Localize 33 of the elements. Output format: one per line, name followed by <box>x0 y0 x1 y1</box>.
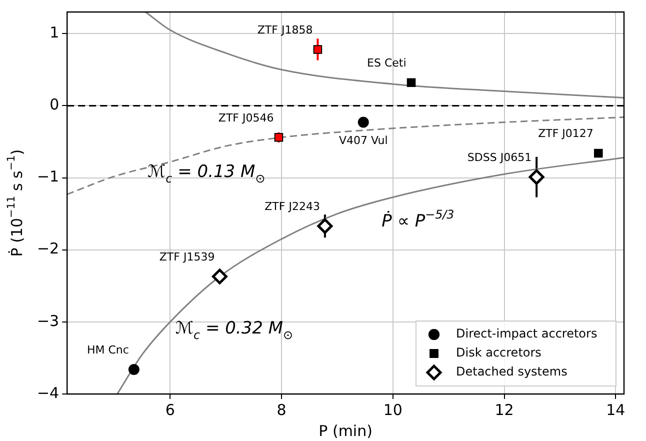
annotation: SDSS J0651 <box>467 150 532 164</box>
x-tick-label: 6 <box>165 400 175 419</box>
x-axis-title: P (min) <box>318 422 372 440</box>
legend-label: Detached systems <box>456 364 568 379</box>
y-tick-label: −2 <box>36 240 60 258</box>
point <box>128 364 140 375</box>
annotation: ZTF J2243 <box>264 200 320 213</box>
annotation: ZTF J1539 <box>159 250 215 264</box>
point <box>212 268 228 284</box>
point <box>358 116 369 128</box>
point <box>528 169 544 185</box>
annotation: ZTF J1858 <box>257 23 313 36</box>
y-axis-title: Ṗ (10−11 s s−1) <box>6 149 26 257</box>
annotation: ZTF J0127 <box>538 127 594 140</box>
y-tick-label: −1 <box>36 168 60 186</box>
y-tick-label: −3 <box>36 312 60 330</box>
y-tick-label: −4 <box>36 384 60 402</box>
point <box>313 45 322 54</box>
y-tick-label: 1 <box>50 24 60 42</box>
point <box>317 218 333 234</box>
annotation: HM Cnc <box>86 343 129 356</box>
annotation: ES Ceti <box>367 56 406 70</box>
annotation: ZTF J0546 <box>218 111 274 124</box>
legend-label: Disk accretors <box>456 346 542 360</box>
x-tick-label: 8 <box>276 400 286 419</box>
x-tick-label: 14 <box>606 400 626 419</box>
point <box>274 133 284 142</box>
y-tick-label: 0 <box>50 96 60 114</box>
annotation: V407 Vul <box>338 134 388 148</box>
line-series <box>144 12 624 99</box>
x-tick-label: 10 <box>383 400 402 419</box>
x-tick-label: 12 <box>494 400 514 419</box>
legend-label: Direct-impact accretors <box>456 326 598 341</box>
